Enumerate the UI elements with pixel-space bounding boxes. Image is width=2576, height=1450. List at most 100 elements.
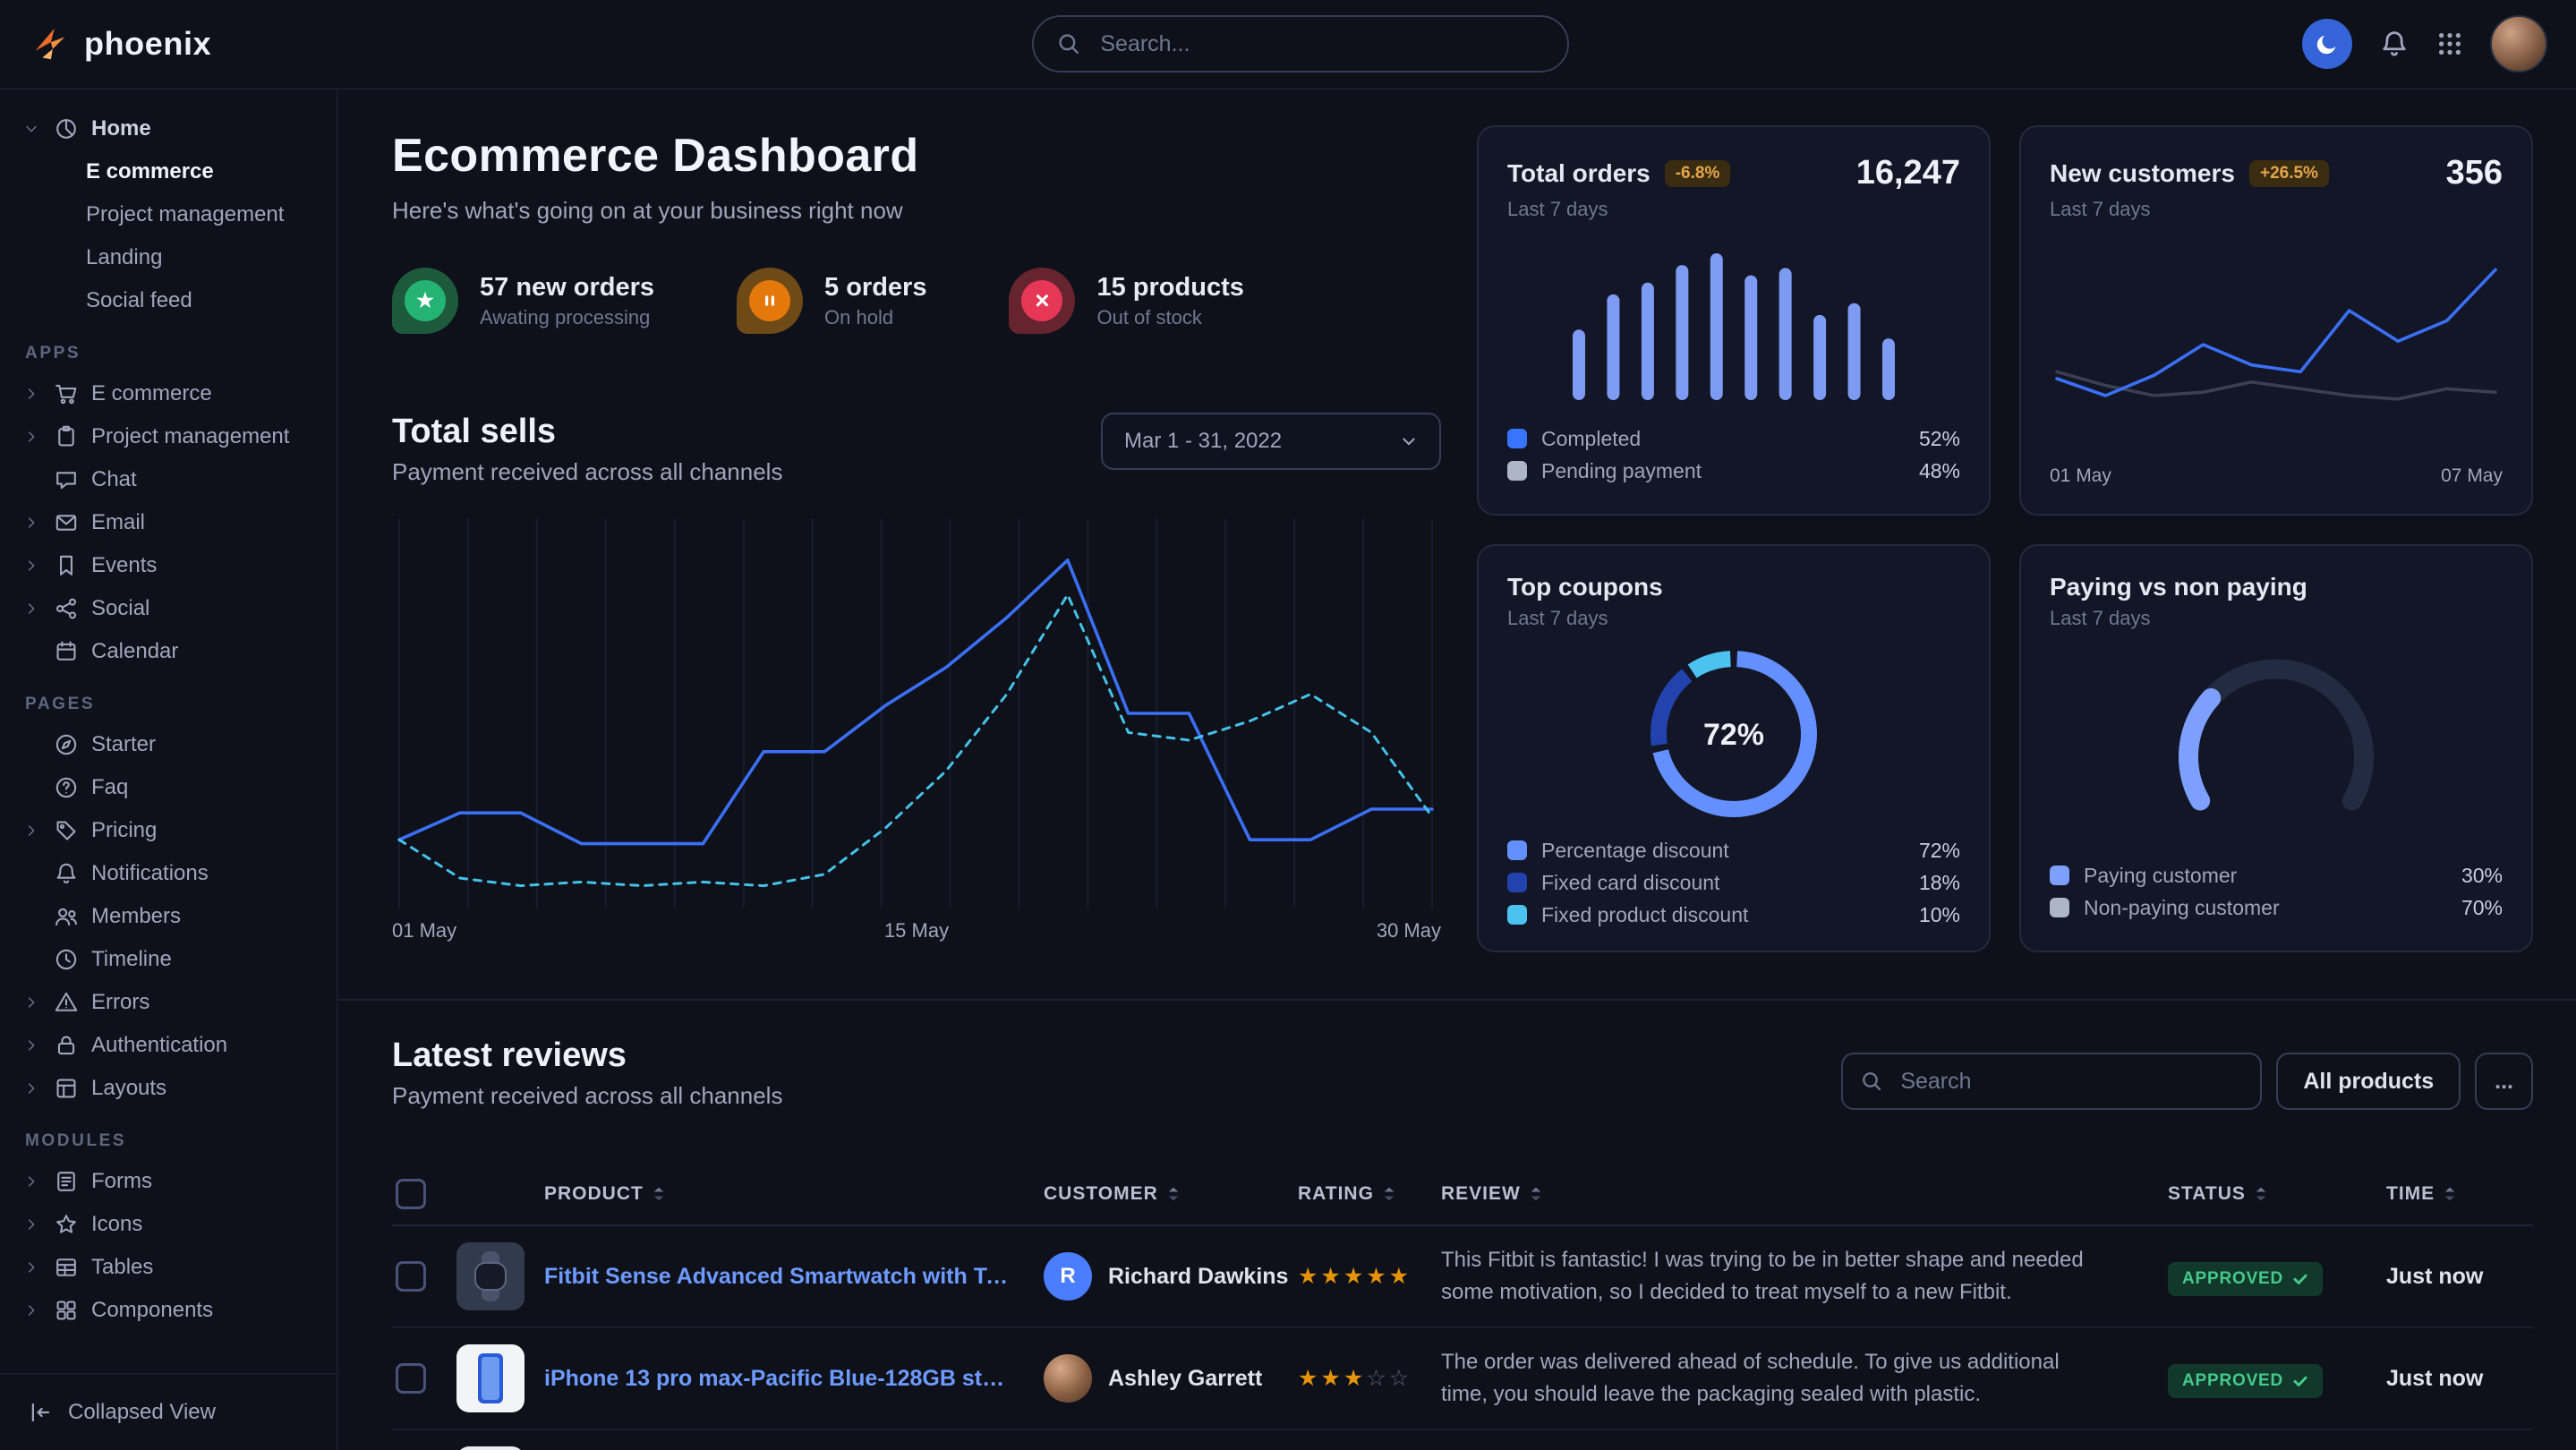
date-range-select[interactable]: Mar 1 - 31, 2022: [1101, 413, 1441, 470]
user-avatar[interactable]: [2490, 15, 2547, 72]
tag-icon: [54, 818, 79, 843]
global-search[interactable]: [1032, 15, 1569, 72]
more-options-button[interactable]: ...: [2475, 1053, 2533, 1110]
form-icon: [54, 1169, 79, 1194]
card-title: Top coupons: [1507, 573, 1663, 601]
sidebar-item-email[interactable]: Email: [0, 501, 337, 544]
sidebar-item-starter[interactable]: Starter: [0, 723, 337, 766]
column-header-customer[interactable]: CUSTOMER: [1044, 1183, 1298, 1205]
sidebar-item-social-feed[interactable]: Social feed: [0, 279, 337, 322]
page-title: Ecommerce Dashboard: [392, 129, 1441, 183]
change-badge: +26.5%: [2249, 160, 2329, 187]
column-header-rating[interactable]: RATING: [1298, 1183, 1441, 1205]
date-range-value: Mar 1 - 31, 2022: [1124, 429, 1282, 454]
theme-toggle[interactable]: [2302, 19, 2352, 69]
sidebar-item-faq[interactable]: Faq: [0, 766, 337, 809]
brand-logo[interactable]: phoenix: [29, 23, 211, 64]
sidebar-item-tables[interactable]: Tables: [0, 1246, 337, 1289]
caret-right-icon: [23, 1216, 41, 1232]
apps-grid-icon[interactable]: [2436, 30, 2463, 57]
pie-chart-icon: [54, 116, 79, 141]
reviews-search[interactable]: [1841, 1053, 2262, 1110]
caret-right-icon: [23, 558, 41, 574]
row-checkbox[interactable]: [396, 1261, 426, 1292]
page-subtitle: Here's what's going on at your business …: [392, 197, 1441, 225]
sidebar-section-label: PAGES: [25, 695, 337, 714]
table-icon: [54, 1255, 79, 1280]
dashboard-left-column: Ecommerce Dashboard Here's what's going …: [392, 125, 1441, 952]
column-header-review[interactable]: REVIEW: [1441, 1183, 2168, 1205]
sidebar-item-authentication[interactable]: Authentication: [0, 1024, 337, 1067]
paying-vs-nonpaying-card: Paying vs non paying Last 7 days Paying …: [2019, 544, 2533, 952]
product-thumbnail[interactable]: [456, 1446, 525, 1450]
sidebar-nav: HomeE commerceProject managementLandingS…: [0, 107, 337, 1332]
caret-down-icon: [23, 121, 41, 137]
product-link[interactable]: Fitbit Sense Advanced Smartwatch with To…: [544, 1264, 1044, 1290]
sidebar-item-timeline[interactable]: Timeline: [0, 938, 337, 981]
status-badge: APPROVED: [2168, 1364, 2323, 1398]
topbar: phoenix: [0, 0, 2576, 90]
sidebar-item-social[interactable]: Social: [0, 587, 337, 630]
product-link[interactable]: iPhone 13 pro max-Pacific Blue-128GB sto…: [544, 1366, 1044, 1392]
sidebar-item-landing[interactable]: Landing: [0, 236, 337, 279]
sidebar-item-pricing[interactable]: Pricing: [0, 809, 337, 852]
legend-item-fixed-product-discount: Fixed product discount10%: [1507, 899, 1960, 931]
topbar-actions: [2302, 15, 2547, 72]
bookmark-icon: [54, 553, 79, 578]
all-products-button[interactable]: All products: [2276, 1053, 2461, 1110]
column-header-status[interactable]: STATUS: [2168, 1183, 2386, 1205]
sidebar-item-e-commerce[interactable]: E commerce: [0, 372, 337, 415]
x-axis-label: 07 May: [2441, 465, 2503, 487]
sidebar-item-project-management[interactable]: Project management: [0, 193, 337, 236]
compass-icon: [54, 732, 79, 757]
x-axis-label: 15 May: [884, 919, 949, 942]
sidebar-item-icons[interactable]: Icons: [0, 1203, 337, 1246]
reviews-search-input[interactable]: [1897, 1067, 2242, 1096]
customer-cell[interactable]: Ashley Garrett: [1044, 1354, 1298, 1403]
product-thumbnail-watch[interactable]: [456, 1242, 525, 1310]
brand-name: phoenix: [84, 25, 211, 63]
sidebar-item-project-management[interactable]: Project management: [0, 415, 337, 458]
sidebar-item-forms[interactable]: Forms: [0, 1160, 337, 1203]
sort-icon: [1530, 1185, 1542, 1203]
lock-icon: [54, 1033, 79, 1058]
envelope-icon: [54, 510, 79, 535]
stat-5-orders: 5 ordersOn hold: [737, 268, 926, 334]
sidebar-item-calendar[interactable]: Calendar: [0, 630, 337, 673]
total-orders-card: Total orders -6.8% 16,247 Last 7 days Co…: [1477, 125, 1991, 516]
select-all-checkbox[interactable]: [396, 1179, 426, 1209]
x-blob-icon: ×: [1009, 268, 1075, 334]
sidebar-item-events[interactable]: Events: [0, 544, 337, 587]
sidebar-item-home[interactable]: Home: [0, 107, 337, 150]
star-icon: [54, 1212, 79, 1237]
row-checkbox[interactable]: [396, 1363, 426, 1394]
total-orders-value: 16,247: [1856, 154, 1960, 192]
column-header-time[interactable]: TIME: [2386, 1183, 2533, 1205]
sidebar-item-notifications[interactable]: Notifications: [0, 852, 337, 895]
column-header-product[interactable]: PRODUCT: [544, 1183, 1044, 1205]
product-thumbnail-phone[interactable]: [456, 1344, 525, 1412]
notifications-bell-icon[interactable]: [2379, 29, 2410, 59]
search-input[interactable]: [1096, 30, 1544, 59]
new-customers-x-axis: 01 May07 May: [2050, 455, 2503, 487]
sidebar-item-layouts[interactable]: Layouts: [0, 1067, 337, 1110]
sidebar-item-chat[interactable]: Chat: [0, 458, 337, 501]
card-period: Last 7 days: [1507, 607, 1960, 630]
review-row: Fitbit Sense Advanced Smartwatch with To…: [392, 1226, 2533, 1328]
caret-right-icon: [23, 1037, 41, 1053]
sidebar-item-components[interactable]: Components: [0, 1289, 337, 1332]
customer-cell[interactable]: RRichard Dawkins: [1044, 1252, 1298, 1301]
legend-item-pending-payment: Pending payment48%: [1507, 455, 1960, 487]
collapse-view-toggle[interactable]: Collapsed View: [0, 1373, 337, 1450]
sort-icon: [1167, 1185, 1180, 1203]
moon-icon: [2315, 31, 2340, 56]
sidebar-item-e-commerce[interactable]: E commerce: [0, 150, 337, 193]
status-badge: APPROVED: [2168, 1262, 2323, 1296]
sidebar-item-errors[interactable]: Errors: [0, 981, 337, 1024]
cart-icon: [54, 381, 79, 406]
sidebar-item-members[interactable]: Members: [0, 895, 337, 938]
latest-reviews-section: Latest reviews Payment received across a…: [392, 999, 2533, 1450]
share-icon: [54, 596, 79, 621]
total-sells-title: Total sells: [392, 413, 782, 451]
review-text: This Fitbit is fantastic! I was trying t…: [1441, 1244, 2168, 1309]
